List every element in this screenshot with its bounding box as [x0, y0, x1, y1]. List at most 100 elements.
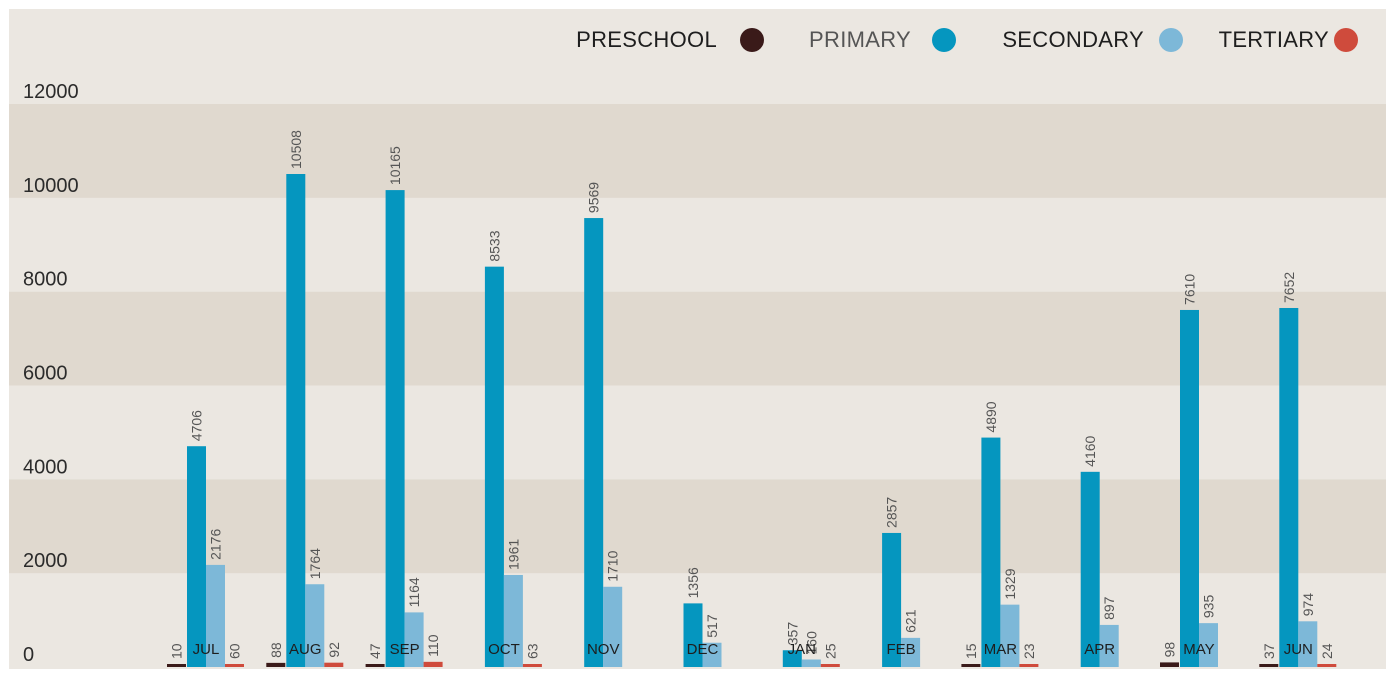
value-label: 92: [326, 642, 342, 658]
value-labels: 10 4706 2176 60 88 10508 1764 92 47 10165 1164 110 8…: [169, 130, 1335, 659]
background-bands: [9, 104, 1386, 667]
legend-item-secondary: SECONDARY: [1002, 27, 1183, 52]
legend-swatch: [1334, 28, 1358, 52]
bar-primary-feb: [882, 532, 902, 667]
bar-tertiary-jun: [1317, 664, 1337, 667]
bar-tertiary-oct: [522, 664, 542, 667]
bar-primary-jan: [782, 650, 802, 667]
value-label: 1764: [307, 548, 323, 579]
bar-primary-nov: [584, 218, 604, 667]
value-label: 1329: [1002, 568, 1018, 599]
bar-primary-dec: [683, 603, 703, 667]
value-label: 88: [268, 642, 284, 658]
value-label: 357: [784, 622, 800, 646]
value-label: 10165: [387, 146, 403, 185]
value-label: 7652: [1281, 272, 1297, 303]
x-tick-label: MAR: [984, 641, 1018, 658]
value-label: 1164: [406, 577, 422, 607]
x-tick-label: MAY: [1183, 641, 1214, 658]
legend-swatch: [932, 28, 956, 52]
value-label: 935: [1201, 595, 1217, 619]
value-label: 2176: [208, 529, 224, 560]
legend-label: TERTIARY: [1219, 27, 1329, 52]
value-label: 10508: [288, 130, 304, 169]
bar-secondary-dec: [702, 642, 722, 667]
value-label: 4706: [189, 410, 205, 441]
value-label: 1356: [685, 567, 701, 598]
value-label: 110: [425, 634, 441, 657]
value-label: 517: [704, 614, 720, 638]
bar-primary-mar: [981, 437, 1001, 667]
value-label: 37: [1261, 643, 1277, 659]
bar-primary-jul: [187, 446, 206, 667]
bars: [167, 173, 1337, 667]
legend: PRESCHOOL PRIMARY SECONDARY TERTIARY: [576, 27, 1358, 52]
bar-primary-oct: [484, 266, 504, 667]
x-tick-label: APR: [1084, 641, 1115, 658]
chart-container: 0 2000 4000 6000 8000 10000 12000 10 4706 2176 60…: [9, 9, 1386, 669]
bar-primary-jun: [1279, 307, 1299, 667]
value-label: 47: [367, 643, 383, 659]
legend-swatch: [740, 28, 764, 52]
x-tick-label: JUN: [1284, 641, 1313, 658]
value-label: 1710: [605, 550, 621, 581]
value-label: 8533: [486, 230, 502, 261]
y-tick-label: 4000: [23, 456, 68, 478]
bar-secondary-aug: [305, 584, 325, 667]
bar-tertiary-mar: [1019, 664, 1039, 667]
y-tick-label: 8000: [23, 269, 68, 291]
bar-primary-apr: [1080, 471, 1100, 667]
bar-preschool-sep: [365, 664, 385, 667]
x-tick-label: FEB: [887, 641, 916, 658]
legend-item-tertiary: TERTIARY: [1219, 27, 1358, 52]
bar-secondary-sep: [404, 612, 424, 667]
legend-item-primary: PRIMARY: [809, 27, 956, 52]
value-label: 1961: [505, 539, 521, 570]
value-label: 160: [803, 631, 819, 655]
bar-secondary-jan: [801, 659, 821, 667]
bar-secondary-may: [1199, 623, 1218, 667]
bar-tertiary-sep: [423, 661, 443, 667]
bar-secondary-jun: [1298, 621, 1318, 667]
x-tick-label: SEP: [390, 641, 420, 658]
bar-secondary-jul: [206, 564, 225, 667]
bar-primary-sep: [385, 190, 405, 667]
bar-preschool-jun: [1259, 664, 1279, 667]
value-label: 10: [169, 643, 185, 659]
value-label: 4890: [983, 401, 999, 432]
y-tick-label: 12000: [23, 81, 79, 103]
x-tick-label: JAN: [788, 641, 816, 658]
bar-tertiary-jan: [820, 664, 840, 667]
category-labels: JUL AUG SEP OCT NOV DEC JAN FEB MAR APR MAY JUN: [193, 641, 1313, 658]
value-label: 23: [1021, 643, 1037, 659]
grid-band: [9, 479, 1386, 574]
bar-tertiary-aug: [324, 662, 344, 667]
x-tick-label: DEC: [687, 641, 719, 658]
bar-secondary-oct: [503, 574, 523, 667]
value-label: 98: [1162, 642, 1178, 658]
x-tick-label: AUG: [289, 641, 322, 658]
grid-band: [9, 197, 1386, 292]
value-label: 60: [227, 643, 243, 659]
value-label: 2857: [884, 497, 900, 528]
value-label: 24: [1319, 643, 1335, 659]
bar-primary-aug: [286, 173, 306, 667]
y-tick-label: 0: [23, 644, 34, 666]
bar-preschool-jul: [167, 664, 186, 667]
bar-secondary-nov: [603, 586, 623, 667]
legend-label: SECONDARY: [1002, 27, 1144, 52]
y-tick-label: 10000: [23, 175, 79, 197]
x-tick-label: OCT: [488, 641, 520, 658]
bar-primary-may: [1180, 309, 1199, 667]
legend-swatch: [1159, 28, 1183, 52]
value-label: 897: [1101, 596, 1117, 620]
legend-label: PRESCHOOL: [576, 27, 717, 52]
bar-tertiary-jul: [225, 664, 244, 667]
bar-chart: 0 2000 4000 6000 8000 10000 12000 10 4706 2176 60…: [9, 27, 1386, 667]
value-label: 974: [1300, 593, 1316, 617]
x-tick-label: NOV: [587, 641, 620, 658]
bar-secondary-feb: [901, 637, 921, 667]
bar-preschool-may: [1160, 662, 1179, 667]
value-label: 25: [822, 643, 838, 659]
value-label: 15: [963, 643, 979, 659]
